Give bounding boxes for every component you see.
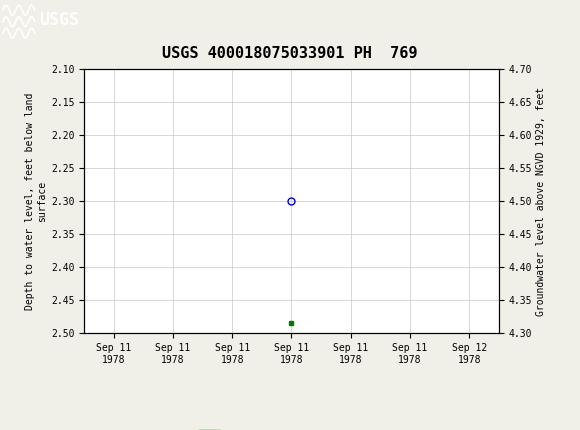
Y-axis label: Depth to water level, feet below land
surface: Depth to water level, feet below land su… [25, 92, 47, 310]
Legend: Period of approved data: Period of approved data [194, 425, 389, 430]
Text: USGS 400018075033901 PH  769: USGS 400018075033901 PH 769 [162, 46, 418, 61]
Text: USGS: USGS [39, 12, 79, 29]
Y-axis label: Groundwater level above NGVD 1929, feet: Groundwater level above NGVD 1929, feet [536, 86, 546, 316]
